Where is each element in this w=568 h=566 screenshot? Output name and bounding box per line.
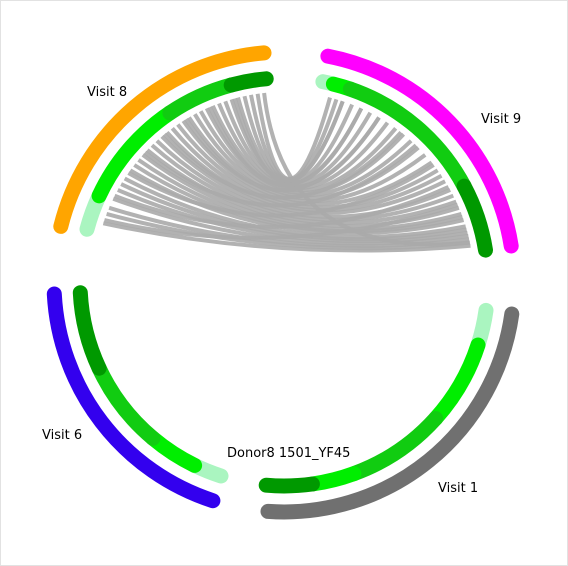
- inner-segment: [223, 71, 274, 93]
- clonotype-link: [232, 97, 345, 183]
- clonotype-link: [123, 176, 467, 240]
- clonotype-link: [255, 93, 332, 181]
- inner-segment: [342, 81, 472, 194]
- clonotype-link: [193, 113, 413, 198]
- clonotype-link: [106, 211, 471, 251]
- clonotype-link: [198, 110, 406, 195]
- clonotype-link: [143, 143, 418, 208]
- clonotype-link: [184, 116, 381, 193]
- visit8-label: Visit 8: [87, 85, 127, 100]
- outer-ring: [46, 45, 520, 520]
- clonotype-link: [112, 196, 469, 246]
- visit9-arc: [320, 48, 519, 254]
- visit1-arc: [260, 306, 520, 520]
- inner-segment: [72, 285, 107, 376]
- visit6-label: Visit 6: [42, 428, 82, 443]
- inner-segment: [346, 411, 444, 482]
- clonotype-link: [160, 135, 446, 215]
- clonotype-link: [102, 221, 471, 253]
- inner-segment: [91, 105, 178, 204]
- clonotype-link: [103, 202, 459, 240]
- clonotype-link: [262, 92, 471, 247]
- clonotype-link: [120, 182, 467, 242]
- inner-ring: [72, 71, 494, 494]
- visit9-label: Visit 9: [481, 112, 521, 127]
- clonotype-link: [181, 119, 427, 204]
- visit1-label: Visit 1: [438, 481, 478, 496]
- inner-segment: [258, 476, 320, 494]
- link-group: [102, 92, 471, 253]
- visit6-arc: [46, 286, 221, 509]
- clonotype-link: [146, 148, 457, 225]
- clonotype-link: [127, 163, 435, 218]
- center-label: Donor8 1501_YF45: [227, 446, 350, 461]
- clonotype-link: [162, 130, 403, 200]
- visit8-arc: [53, 45, 272, 234]
- clonotype-link: [207, 106, 364, 187]
- inner-segment: [456, 178, 493, 258]
- clonotype-link: [113, 185, 450, 229]
- clonotype-link: [165, 130, 443, 213]
